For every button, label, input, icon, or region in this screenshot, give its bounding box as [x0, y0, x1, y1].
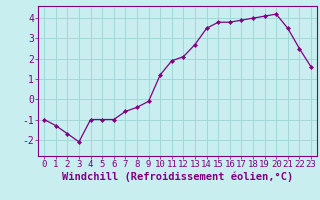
X-axis label: Windchill (Refroidissement éolien,°C): Windchill (Refroidissement éolien,°C): [62, 172, 293, 182]
